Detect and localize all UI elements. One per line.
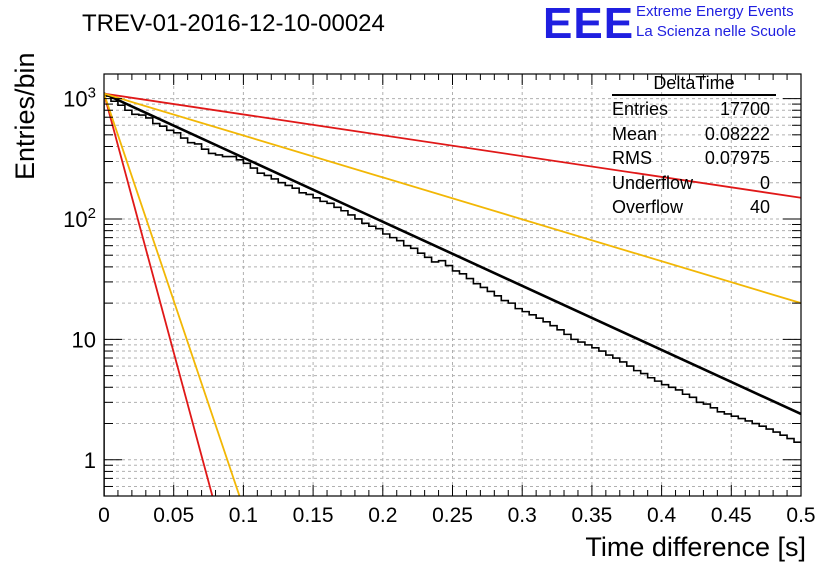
series-group [104, 92, 801, 496]
logo-line-2: La Scienza nelle Scuole [636, 23, 797, 40]
y-tick-label: 103 [63, 85, 96, 112]
x-axis-label: Time difference [s] [585, 532, 806, 562]
x-tick-label: 0.05 [153, 504, 194, 527]
grid [103, 74, 802, 497]
series-line-red-fast [104, 93, 214, 496]
stats-divider [612, 94, 776, 96]
logo-line-1: Extreme Energy Events [636, 3, 794, 20]
stats-value: 0.08222 [704, 123, 770, 144]
x-tick-label: 0.2 [368, 504, 397, 527]
x-tick-label: 0 [98, 504, 110, 527]
x-tick-label: 0.35 [571, 504, 612, 527]
stats-label: Entries [612, 99, 669, 119]
y-tick-label: 1 [84, 448, 96, 473]
stats-box: DeltaTime Entries 17700 Mean 0.08222 RMS… [612, 72, 776, 220]
stats-label: RMS [612, 148, 652, 168]
stats-value: 0.07975 [704, 148, 770, 168]
stats-row: Overflow 40 [612, 195, 776, 220]
x-tick-label: 0.5 [786, 504, 815, 527]
x-tick-label: 0.15 [293, 504, 334, 527]
stats-value: 17700 [719, 99, 770, 119]
stats-row: RMS 0.07975 [612, 146, 776, 171]
axes: 0 0.05 0.1 0.15 0.2 0.25 0.3 0.35 0.4 0.45 0.5 1 10 1… [63, 73, 816, 527]
stats-label: Underflow [612, 172, 694, 193]
stats-value: 40 [749, 197, 770, 217]
x-tick-label: 0.1 [229, 504, 258, 527]
y-tick-label: 102 [63, 205, 96, 232]
x-tick-label: 0.4 [647, 504, 677, 527]
y-tick-label: 10 [72, 327, 96, 352]
series-line-yellow-fast [104, 93, 241, 496]
eee-logo: EEE [543, 0, 635, 48]
histogram-deltatime [104, 95, 801, 496]
stats-row: Entries 17700 [612, 97, 776, 122]
page-title: TREV-01-2016-12-10-00024 [82, 10, 385, 37]
x-tick-label: 0.45 [711, 504, 752, 527]
series-line-yellow-slow [104, 92, 801, 304]
stats-label: Mean [612, 123, 658, 144]
series-line-red-slow [104, 92, 801, 199]
stats-row: Mean 0.08222 [612, 122, 776, 147]
stats-label: Overflow [612, 197, 684, 217]
x-tick-label: 0.3 [508, 504, 537, 527]
stats-value: 0 [759, 172, 770, 193]
x-tick-label: 0.25 [432, 504, 473, 527]
y-axis-label: Entries/bin [10, 52, 40, 180]
series-line-fit [104, 92, 801, 416]
stats-title: DeltaTime [653, 73, 735, 93]
stats-row: Underflow 0 [612, 171, 776, 196]
